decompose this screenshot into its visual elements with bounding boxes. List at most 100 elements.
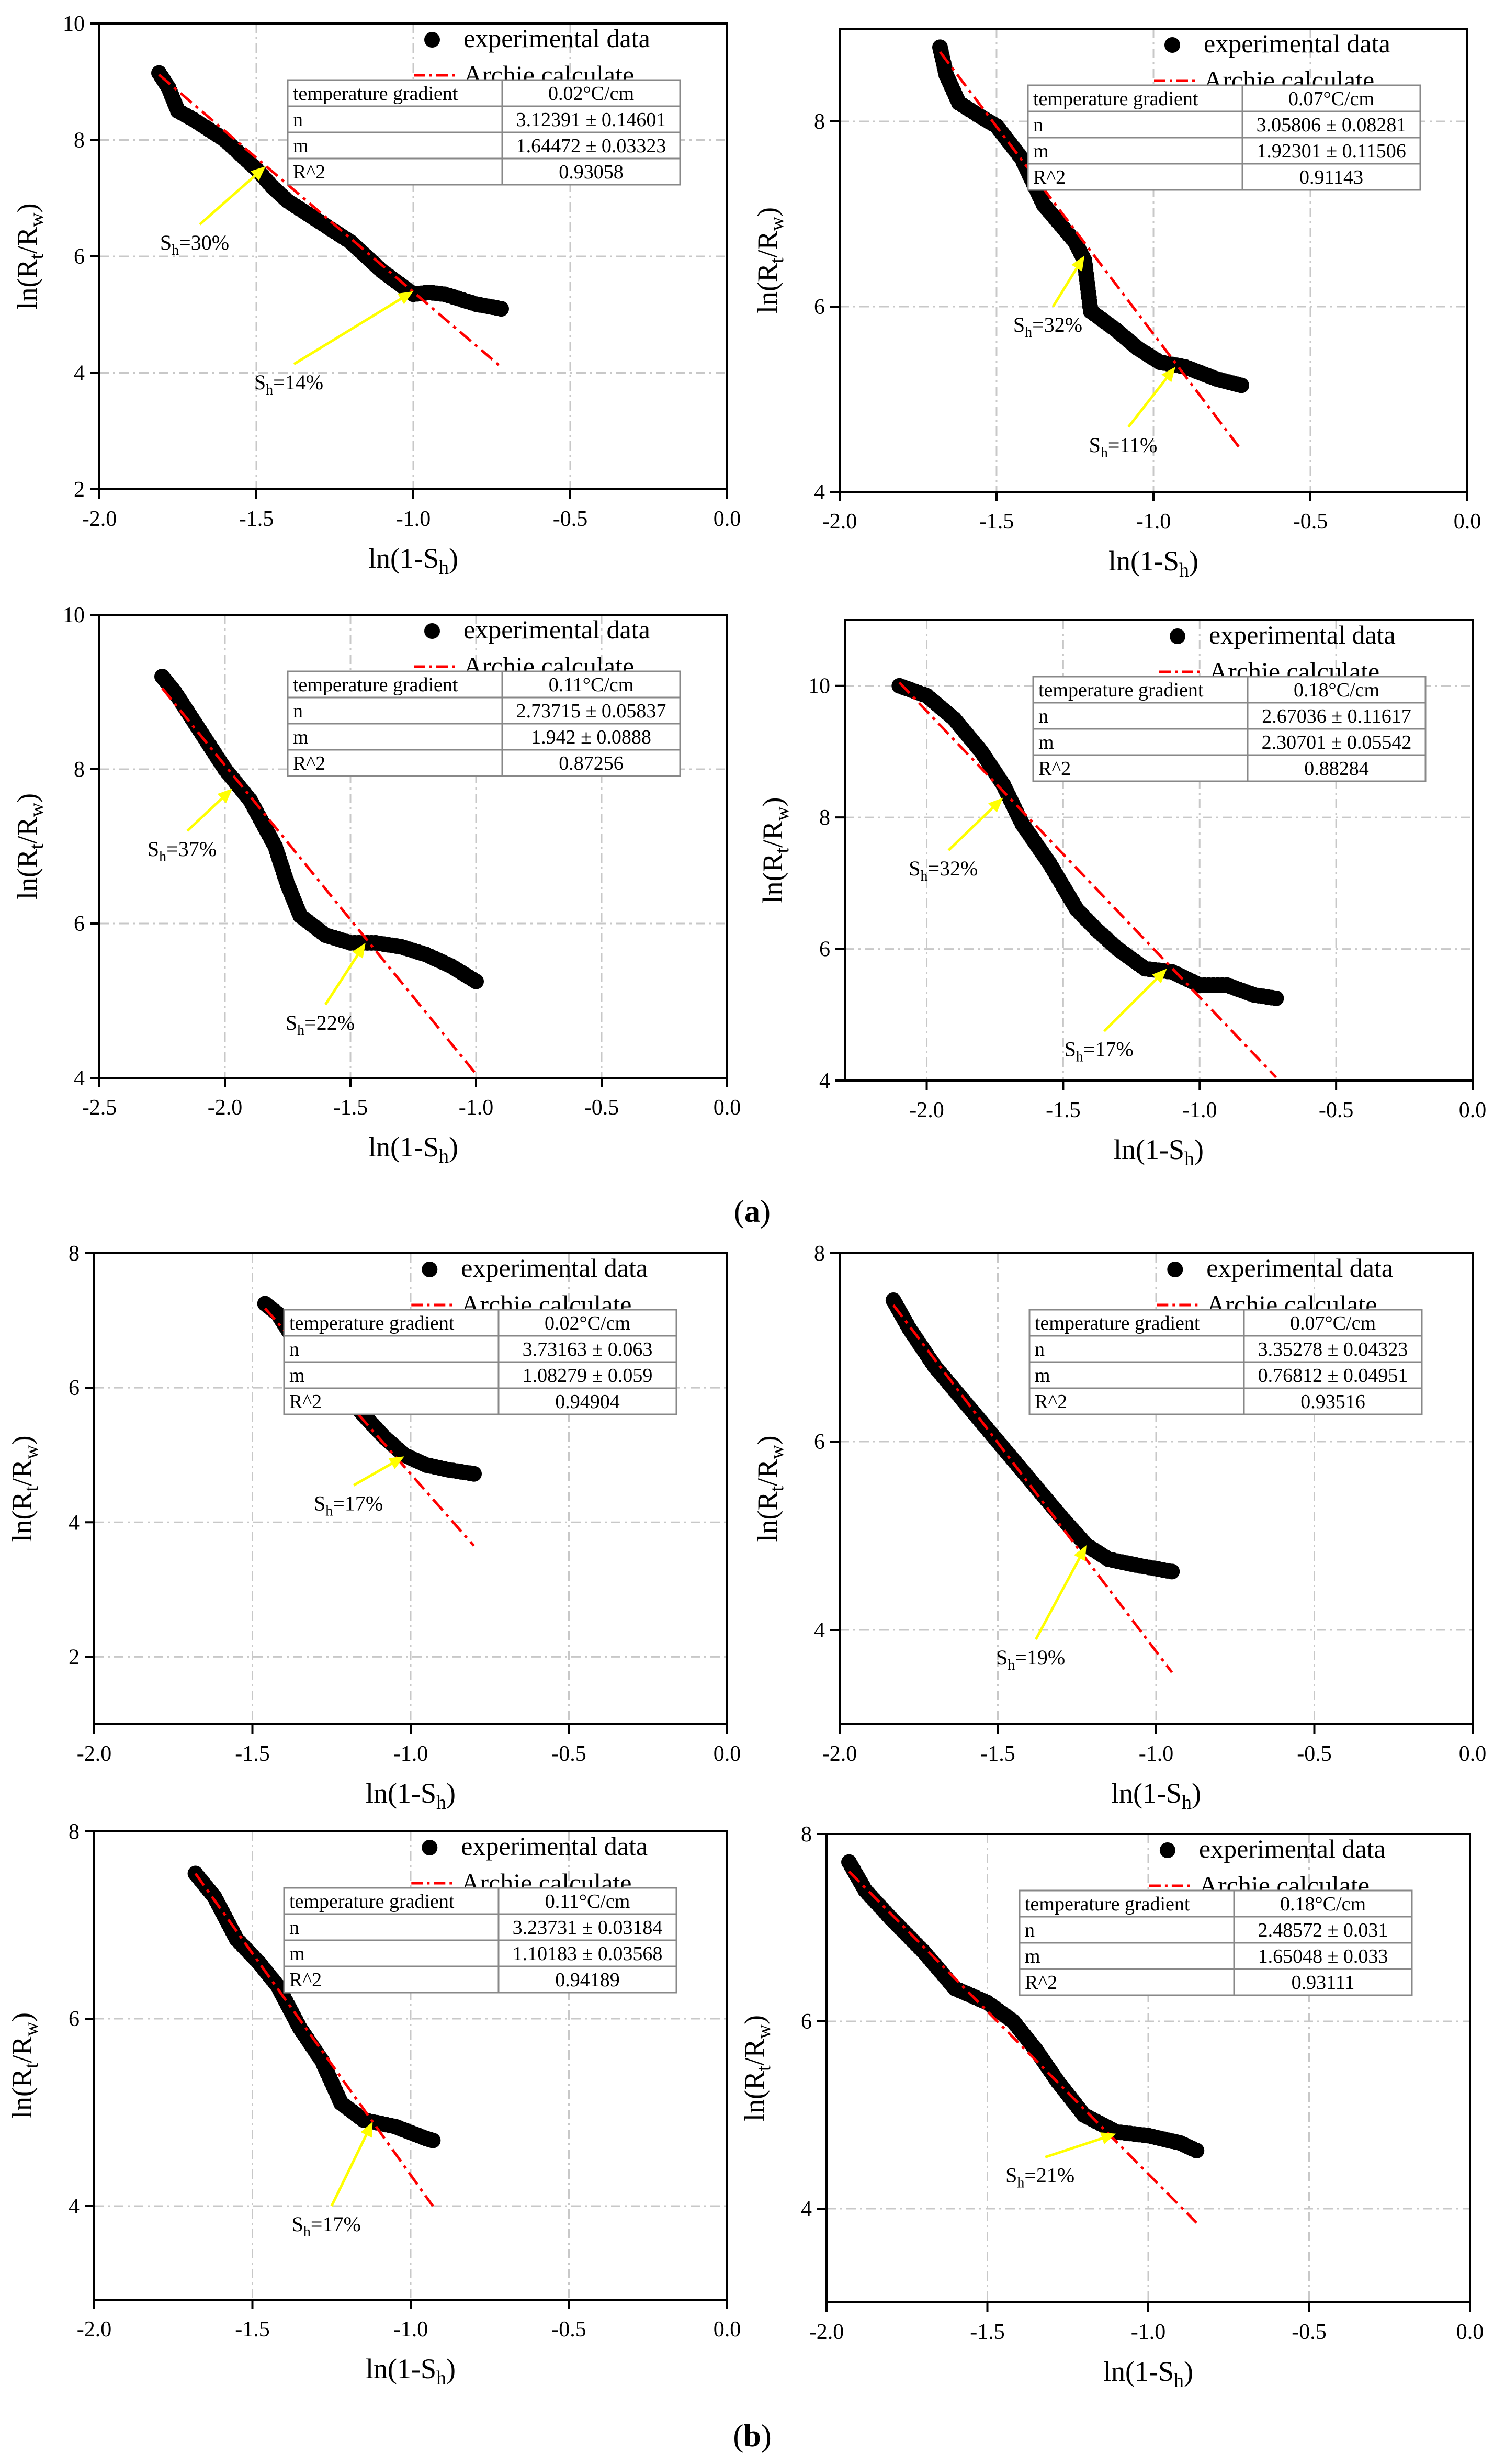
legend-experimental: experimental data: [1206, 1253, 1393, 1282]
x-tick-label: 0.0: [1459, 1098, 1487, 1122]
saturation-annotation: Sh=11%: [1089, 433, 1158, 461]
arrow-head: [217, 788, 233, 803]
table-label: R^2: [1038, 758, 1071, 780]
x-tick-label: -2.0: [208, 1096, 243, 1120]
table-label: R^2: [1035, 1391, 1067, 1413]
arrow-head: [1152, 969, 1167, 984]
archie-fit-line: [264, 1307, 475, 1547]
plot-frame: [844, 619, 1474, 1082]
y-tick-label: 4: [74, 1066, 85, 1090]
table-value: 0.02°C/cm: [548, 83, 634, 105]
x-tick-label: -1.5: [970, 2320, 1005, 2344]
x-axis-label: ln(1-Sh): [368, 543, 458, 579]
table-value: 0.94189: [555, 1969, 620, 1991]
parameter-table: temperature gradient 0.11°C/cm n 2.73715 ± …: [287, 670, 681, 777]
chart-panel: -2.0 -1.5 -1.0 -0.5 0.0 4 6 8 10 ln(1-Sh) ln(Rt/Rw…: [757, 619, 1487, 1170]
table-value: 0.93111: [1292, 1972, 1355, 1994]
chart-panel: -2.0 -1.5 -1.0 -0.5 0.0 4 6 8 ln(1-Sh) ln(Rt/Rw) S…: [752, 28, 1481, 581]
x-tick-label: -2.5: [82, 1096, 117, 1120]
legend-data-marker: [1170, 628, 1185, 644]
x-tick-label: -2.0: [822, 510, 857, 534]
x-tick-label: 0.0: [1456, 2320, 1484, 2344]
saturation-annotation: Sh=21%: [1005, 2164, 1074, 2191]
table-value: 0.11°C/cm: [549, 674, 634, 696]
y-tick-label: 10: [808, 674, 830, 699]
y-tick-label: 2: [74, 478, 85, 502]
y-tick-label: 8: [814, 110, 825, 134]
legend-experimental: experimental data: [1209, 620, 1396, 649]
experimental-point: [1164, 1563, 1180, 1580]
table-label: temperature gradient: [289, 1891, 455, 1912]
y-tick-label: 2: [69, 1645, 80, 1669]
chart-panel: -2.0 -1.5 -1.0 -0.5 0.0 4 6 8 ln(1-Sh) ln(Rt/Rw) S…: [752, 1242, 1486, 1814]
y-tick-label: 4: [74, 362, 85, 386]
archie-fit-line: [898, 681, 1277, 1078]
arrow-head: [1071, 255, 1084, 272]
legend-experimental: experimental data: [461, 1253, 648, 1282]
experimental-point: [466, 1466, 482, 1482]
table-value: 0.93516: [1300, 1391, 1365, 1413]
table-value: 3.12391 ± 0.14601: [516, 109, 666, 131]
archie-fit-line: [848, 1870, 1198, 2224]
archie-fit-line: [194, 1873, 434, 2207]
arrow-head: [988, 797, 1003, 813]
x-tick-label: -0.5: [1292, 2320, 1327, 2344]
legend-data-marker: [422, 1262, 438, 1277]
y-tick-label: 6: [74, 912, 85, 936]
saturation-annotation: Sh=17%: [314, 1492, 383, 1520]
arrow-head: [1074, 1545, 1087, 1561]
y-tick-label: 4: [814, 480, 825, 504]
y-tick-label: 6: [801, 2010, 812, 2034]
table-value: 0.88284: [1304, 758, 1369, 780]
saturation-annotation: Sh=37%: [148, 837, 217, 865]
x-tick-label: -2.0: [77, 1742, 112, 1766]
table-value: 2.30701 ± 0.05542: [1262, 732, 1412, 753]
y-axis-label: ln(Rt/Rw): [739, 2015, 775, 2121]
y-tick-label: 4: [819, 1069, 830, 1093]
annotation-arrow: [1103, 971, 1164, 1032]
legend-data-marker: [1167, 1262, 1183, 1277]
x-axis-label: ln(1-Sh): [368, 1131, 458, 1167]
x-tick-label: -1.5: [333, 1096, 368, 1120]
archie-fit-line: [161, 687, 477, 1075]
legend-data-marker: [422, 1840, 438, 1855]
legend-data-marker: [1164, 37, 1180, 53]
arrow-head: [1161, 367, 1175, 382]
table-value: 0.07°C/cm: [1290, 1312, 1376, 1334]
table-label: n: [1025, 1919, 1035, 1941]
table-value: 1.92301 ± 0.11506: [1257, 140, 1406, 162]
parameter-table: temperature gradient 0.02°C/cm n 3.73163 ± …: [283, 1309, 677, 1415]
y-tick-label: 8: [69, 1242, 80, 1266]
legend-experimental: experimental data: [463, 24, 650, 53]
x-tick-label: -0.5: [1293, 510, 1328, 534]
x-tick-label: 0.0: [714, 507, 741, 531]
table-label: temperature gradient: [293, 674, 458, 696]
arrow-head: [388, 1456, 404, 1469]
table-value: 2.48572 ± 0.031: [1258, 1919, 1388, 1941]
experimental-point: [1234, 377, 1249, 393]
table-value: 3.73163 ± 0.063: [523, 1338, 653, 1360]
annotation-arrow: [1034, 1549, 1085, 1640]
experimental-point: [493, 301, 509, 317]
x-tick-label: -0.5: [551, 2317, 586, 2342]
y-axis-label: ln(Rt/Rw): [6, 1435, 42, 1542]
table-value: 0.18°C/cm: [1294, 679, 1379, 701]
x-tick-label: -0.5: [551, 1742, 586, 1766]
table-value: 0.18°C/cm: [1280, 1893, 1366, 1915]
table-label: n: [1035, 1338, 1045, 1360]
parameter-table: temperature gradient 0.07°C/cm n 3.05806 ± …: [1027, 84, 1421, 191]
section-label-a: (a): [734, 1194, 771, 1229]
table-label: n: [293, 700, 303, 722]
arrow-head: [251, 166, 266, 181]
table-label: m: [1035, 1365, 1050, 1387]
saturation-annotation: Sh=19%: [996, 1646, 1065, 1673]
table-value: 1.65048 ± 0.033: [1258, 1945, 1388, 1967]
parameter-table: temperature gradient 0.07°C/cm n 3.35278 ± …: [1028, 1309, 1423, 1415]
y-tick-label: 4: [814, 1618, 825, 1642]
y-axis-label: ln(Rt/Rw): [757, 797, 793, 903]
chart-panel: -2.0 -1.5 -1.0 -0.5 0.0 4 6 8 ln(1-Sh) ln(Rt/Rw) S…: [739, 1822, 1484, 2392]
x-tick-label: -1.5: [1046, 1098, 1081, 1122]
table-value: 0.76812 ± 0.04951: [1258, 1365, 1408, 1387]
x-axis-label: ln(1-Sh): [1103, 2356, 1193, 2392]
